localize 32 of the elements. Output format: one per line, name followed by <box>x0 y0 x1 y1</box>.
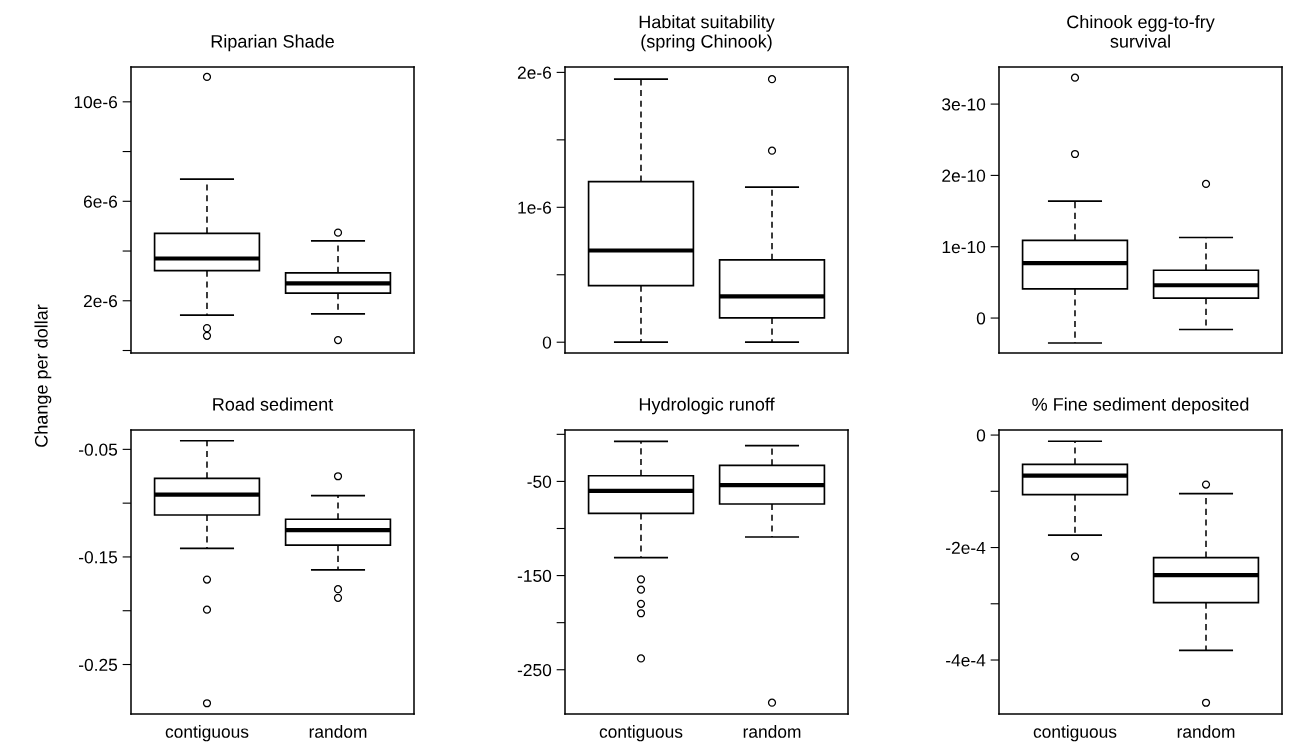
y-tick-label: -0.25 <box>79 658 118 671</box>
x-tick-label: contiguous <box>599 725 683 742</box>
y-tick-label: 2e-10 <box>942 169 986 182</box>
y-tick-label: -4e-4 <box>946 654 986 667</box>
chart-title: Riparian Shade <box>211 34 334 52</box>
y-tick-label: -0.15 <box>79 551 118 564</box>
y-tick-label: -250 <box>517 663 552 677</box>
y-tick-label: 0 <box>976 429 986 442</box>
y-tick-label: -0.05 <box>79 443 118 456</box>
x-tick-label: random <box>743 725 801 738</box>
y-axis-title: Change per dollar <box>34 304 52 447</box>
y-tick-label: 10e-6 <box>74 95 118 109</box>
x-tick-label: random <box>1177 725 1235 738</box>
y-tick-label: 2e-6 <box>83 294 118 308</box>
y-tick-label: 1e-6 <box>518 201 552 214</box>
y-tick-label: 0 <box>976 312 986 325</box>
y-tick-label: 2e-6 <box>517 66 552 79</box>
chart-title: Road sediment <box>213 397 334 411</box>
y-tick-label: 0 <box>542 336 552 349</box>
chart-title: Habitat suitability (spring Chinook) <box>639 15 775 52</box>
y-tick-label: 6e-6 <box>83 195 118 208</box>
chart-title: Hydrologic runoff <box>639 397 775 415</box>
chart-title: Chinook egg-to-fry survival <box>1067 15 1215 48</box>
y-tick-label: 3e-10 <box>942 98 986 111</box>
y-tick-label: -50 <box>527 475 552 488</box>
x-tick-label: random <box>309 725 367 738</box>
y-tick-label: 1e-10 <box>942 240 986 254</box>
x-tick-label: contiguous <box>165 725 249 742</box>
chart-title: % Fine sediment deposited <box>1032 397 1249 415</box>
x-tick-label: contiguous <box>1033 725 1117 742</box>
y-tick-label: -2e-4 <box>946 541 986 554</box>
y-tick-label: -150 <box>517 569 552 583</box>
